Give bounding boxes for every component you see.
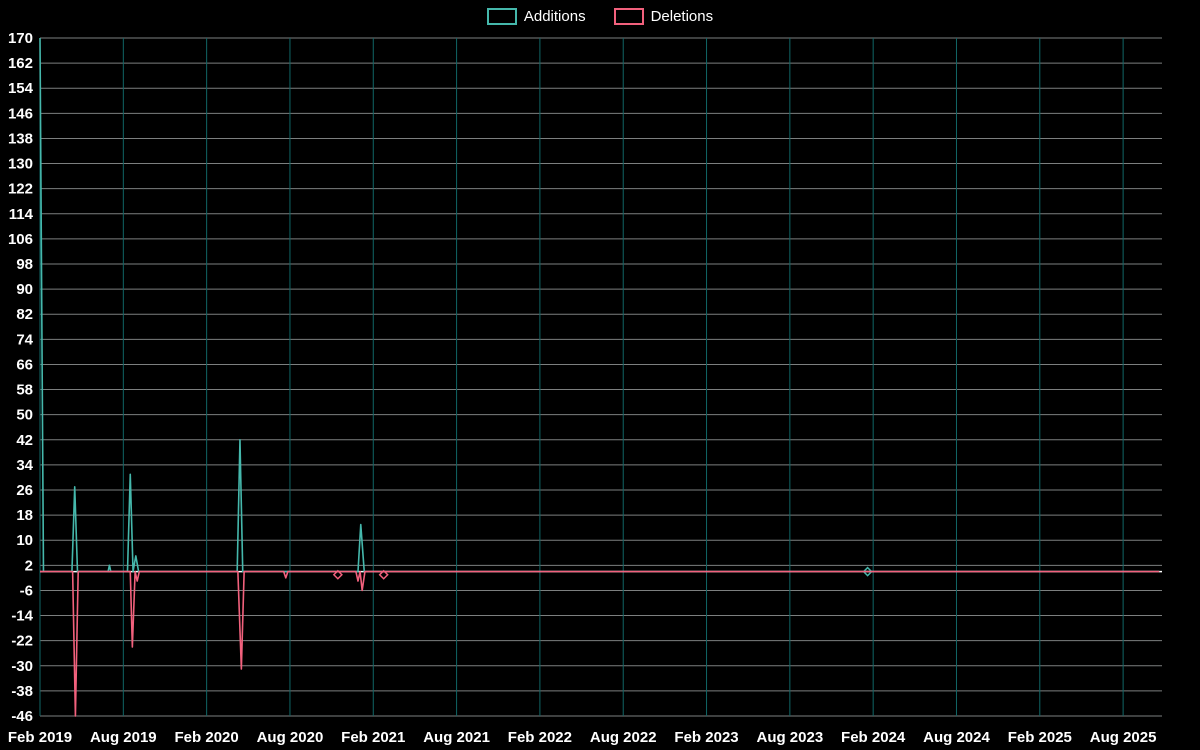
x-tick-label: Feb 2021 — [341, 729, 405, 746]
x-tick-label: Feb 2020 — [175, 729, 239, 746]
x-tick-label: Aug 2023 — [756, 729, 823, 746]
y-tick-label: 58 — [16, 382, 33, 399]
y-tick-label: 82 — [16, 306, 33, 323]
y-tick-label: 146 — [8, 105, 33, 122]
x-tick-label: Aug 2022 — [590, 729, 657, 746]
x-tick-label: Aug 2020 — [257, 729, 324, 746]
y-tick-label: 18 — [16, 507, 33, 524]
y-tick-label: 162 — [8, 55, 33, 72]
y-tick-label: 114 — [9, 206, 34, 223]
y-tick-label: 90 — [16, 281, 33, 298]
x-tick-label: Aug 2024 — [923, 729, 990, 746]
x-tick-label: Feb 2019 — [8, 729, 72, 746]
y-tick-label: -14 — [11, 608, 33, 625]
y-tick-label: 2 — [25, 557, 33, 574]
x-tick-label: Feb 2022 — [508, 729, 572, 746]
deletions-marker[interactable] — [378, 569, 389, 580]
y-tick-label: 130 — [8, 156, 33, 173]
y-tick-label: 10 — [16, 532, 33, 549]
deletions-legend-swatch — [613, 8, 644, 25]
y-tick-label: 98 — [16, 256, 33, 273]
y-tick-label: 74 — [16, 331, 33, 348]
y-tick-label: 106 — [8, 231, 33, 248]
x-tick-label: Feb 2024 — [841, 729, 906, 746]
y-tick-label: 66 — [16, 356, 33, 373]
y-tick-label: -46 — [11, 708, 33, 725]
x-tick-label: Feb 2023 — [674, 729, 738, 746]
additions-line[interactable] — [39, 37, 1160, 573]
y-tick-label: 154 — [8, 80, 34, 97]
x-tick-label: Aug 2019 — [90, 729, 157, 746]
deletions-legend-label: Deletions — [650, 8, 714, 25]
y-tick-label: 122 — [8, 181, 33, 198]
x-tick-label: Feb 2025 — [1008, 729, 1072, 746]
legend-item-additions[interactable]: Additions — [486, 8, 586, 25]
y-tick-label: 138 — [8, 130, 33, 147]
y-tick-label: 26 — [16, 482, 33, 499]
additions-legend-label: Additions — [523, 8, 586, 25]
legend-item-deletions[interactable]: Deletions — [613, 8, 714, 25]
additions-legend-swatch — [486, 8, 517, 25]
y-tick-label: -6 — [20, 582, 33, 599]
additions-marker[interactable] — [862, 566, 873, 577]
deletions-marker[interactable] — [332, 569, 343, 580]
deletions-line[interactable] — [40, 570, 1160, 717]
y-tick-label: 170 — [8, 30, 33, 47]
legend: Additions Deletions — [0, 8, 1200, 25]
x-tick-label: Aug 2025 — [1090, 729, 1157, 746]
y-tick-label: 50 — [16, 407, 33, 424]
y-tick-label: -30 — [11, 658, 33, 675]
y-tick-label: 42 — [16, 432, 33, 449]
y-tick-label: -22 — [11, 633, 33, 650]
y-tick-label: -38 — [11, 683, 33, 700]
x-tick-label: Aug 2021 — [423, 729, 490, 746]
y-tick-label: 34 — [16, 457, 33, 474]
